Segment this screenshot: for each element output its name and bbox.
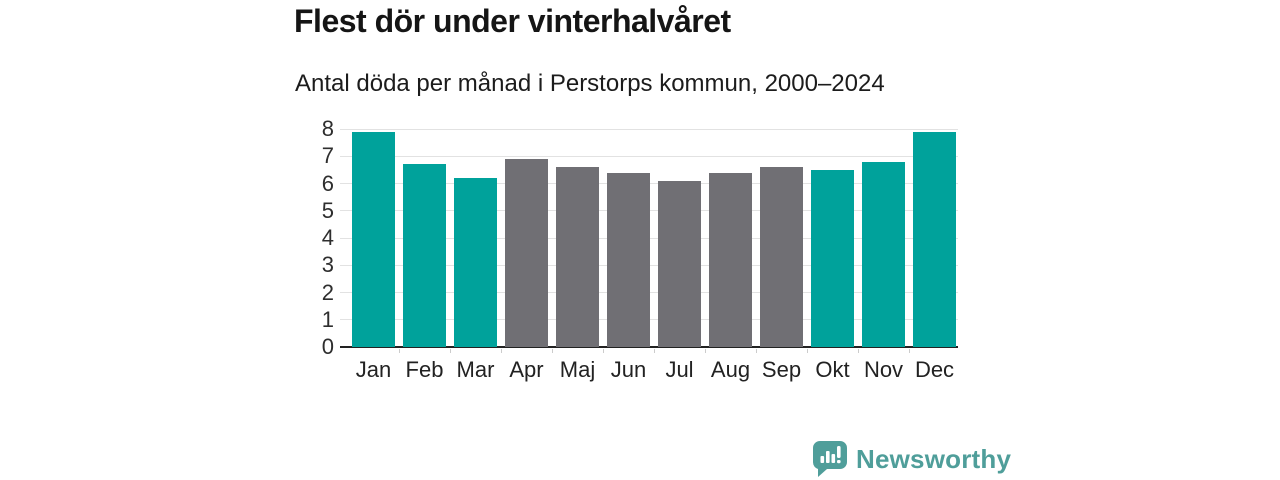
y-tick-label-2: 2 (321, 279, 334, 305)
x-tick-label-nov: Nov (863, 357, 904, 382)
bar-feb (403, 164, 446, 347)
brand-name: Newsworthy (856, 443, 1012, 474)
x-tick-label-jun: Jun (610, 357, 647, 382)
x-boundary-tick (501, 349, 502, 353)
x-tick-label-jul: Jul (665, 357, 694, 382)
x-tick-label-dec: Dec (914, 357, 955, 382)
bar-aug (709, 172, 752, 347)
x-boundary-tick (450, 349, 451, 353)
x-boundary-tick (756, 349, 757, 353)
x-boundary-tick (552, 349, 553, 353)
x-tick-label-apr: Apr (509, 357, 544, 382)
bar-dec (913, 131, 956, 347)
x-tick-label-maj: Maj (559, 357, 596, 382)
x-axis: Jan Feb Mar Apr Maj Jun Jul Aug Sep Okt Nov Dec (340, 357, 958, 387)
bar-jun (607, 172, 650, 347)
bar-okt (811, 169, 854, 347)
y-tick-label-3: 3 (321, 252, 334, 278)
gridline-y7 (340, 155, 958, 157)
bar-maj (556, 167, 599, 347)
x-tick-label-aug: Aug (710, 357, 751, 382)
brand-footer: Newsworthy (812, 440, 1011, 478)
x-boundary-tick (705, 349, 706, 353)
y-tick-label-4: 4 (321, 225, 334, 250)
x-boundary-tick (654, 349, 655, 353)
x-boundary-tick (807, 349, 808, 353)
bar-jul (658, 180, 701, 347)
bar-mar (454, 178, 497, 347)
x-boundary-tick (603, 349, 604, 353)
x-boundary-tick (858, 349, 859, 353)
bar-apr (505, 158, 548, 347)
bar-jan (352, 131, 395, 347)
plot-area (340, 128, 958, 353)
x-boundary-tick (399, 349, 400, 353)
x-tick-label-jan: Jan (355, 357, 392, 382)
x-boundary-tick (909, 349, 910, 353)
bar-sep (760, 167, 803, 347)
x-tick-label-okt: Okt (815, 357, 850, 382)
bar-nov (862, 161, 905, 347)
chart-subtitle: Antal döda per månad i Perstorps kommun,… (295, 70, 885, 97)
chart-title: Flest dör under vinterhalvåret (294, 3, 731, 39)
y-tick-label-0: 0 (321, 334, 334, 359)
gridline-y8 (340, 128, 958, 130)
bar-chart-speech-bubble-icon (813, 441, 847, 477)
y-tick-label-6: 6 (321, 170, 334, 196)
y-tick-label-5: 5 (321, 197, 334, 223)
x-tick-label-mar: Mar (456, 357, 495, 382)
x-tick-label-sep: Sep (761, 357, 802, 382)
x-tick-label-feb: Feb (405, 357, 444, 382)
y-tick-label-8: 8 (321, 116, 334, 141)
y-tick-label-7: 7 (321, 143, 334, 169)
x-axis-line (340, 346, 958, 348)
y-tick-label-1: 1 (321, 306, 334, 332)
